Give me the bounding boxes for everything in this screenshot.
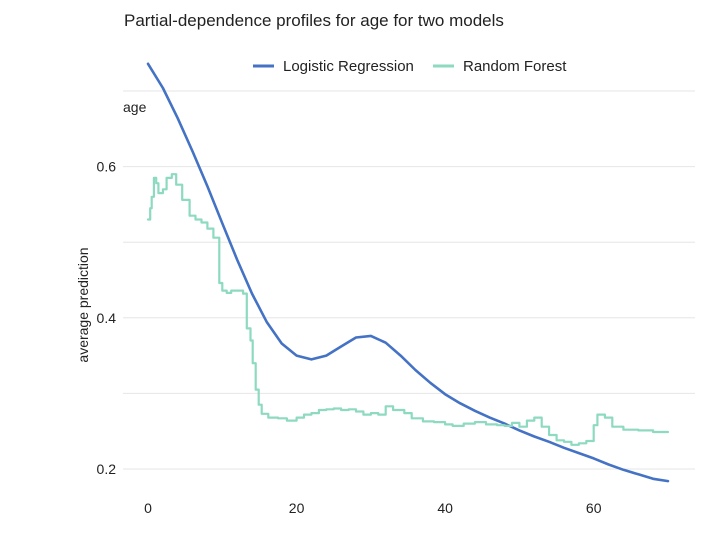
y-axis-ticks: 0.2 0.4 0.6 bbox=[97, 159, 117, 477]
y-tick-label: 0.4 bbox=[97, 310, 117, 326]
x-tick-label: 60 bbox=[586, 500, 602, 516]
y-tick-label: 0.6 bbox=[97, 159, 117, 175]
facet-strip-label: age bbox=[123, 99, 147, 115]
x-tick-label: 20 bbox=[289, 500, 305, 516]
x-axis-ticks: 0 20 40 60 bbox=[144, 500, 602, 516]
y-axis-label: average prediction bbox=[75, 247, 91, 362]
x-tick-label: 0 bbox=[144, 500, 152, 516]
series-line-logistic-regression bbox=[146, 62, 670, 483]
legend: Logistic Regression Random Forest bbox=[253, 58, 567, 75]
legend-label-logistic-regression: Logistic Regression bbox=[283, 58, 414, 75]
y-tick-label: 0.2 bbox=[97, 461, 117, 477]
x-tick-label: 40 bbox=[437, 500, 453, 516]
chart-title: Partial-dependence profiles for age for … bbox=[124, 11, 504, 30]
series-lines bbox=[146, 62, 670, 483]
series-line-random-forest bbox=[146, 173, 670, 446]
legend-label-random-forest: Random Forest bbox=[463, 58, 567, 75]
